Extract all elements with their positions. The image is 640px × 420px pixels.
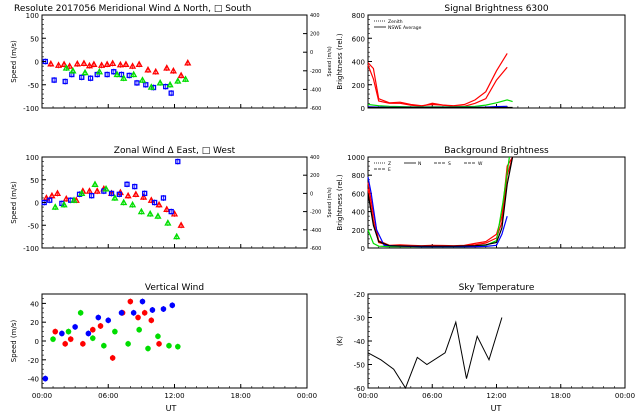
y-tick-label: -50 — [354, 362, 365, 370]
y-tick-label: -100 — [23, 105, 39, 113]
series-line-black — [367, 156, 514, 247]
plot-frame — [41, 14, 308, 109]
chart-title: Signal Brightness 6300 — [444, 4, 548, 14]
y2-tick-label: -600 — [310, 246, 321, 252]
y2-tick-label: -600 — [310, 106, 321, 112]
y2-tick-label: 200 — [310, 32, 320, 38]
series-line-blue — [367, 176, 508, 248]
y-tick-label: -100 — [23, 245, 39, 253]
y-tick-label: -20 — [354, 291, 365, 299]
x-tick-label: 06:00 — [422, 392, 442, 400]
chart-title: Sky Temperature — [459, 283, 535, 293]
y-tick-label: -60 — [354, 385, 365, 393]
legend-label: E — [388, 167, 391, 173]
y-tick-label: 600 — [352, 190, 365, 198]
y-tick-label: 0 — [35, 200, 39, 208]
x-tick-label: 18:00 — [231, 392, 251, 400]
x-tick-label: 06:00 — [98, 392, 118, 400]
y-tick-label: -40 — [354, 338, 365, 346]
y-tick-label: 400 — [352, 209, 365, 217]
x-tick-label: 12:00 — [164, 392, 184, 400]
panel-signal-brightness: Signal Brightness 6300 Brightness (rel.) 0… — [336, 4, 626, 113]
y2-tick-label: -200 — [310, 210, 321, 216]
y-tick-label: 100 — [26, 154, 39, 162]
y-axis-label: Brightness (rel.) — [336, 174, 344, 230]
y-tick-label: 0 — [361, 245, 365, 253]
y2-tick-label: 200 — [310, 173, 320, 179]
y2-tick-label: 0 — [310, 191, 313, 197]
y-tick-label: 400 — [352, 59, 365, 67]
panel-meridional-wind: Resolute 2017056 Meridional Wind Δ North… — [10, 4, 333, 113]
legend-label: Zenith — [388, 19, 403, 25]
y-tick-label: 50 — [30, 177, 39, 185]
y-tick-label: 20 — [30, 319, 39, 327]
chart-title: Background Brightness — [444, 146, 549, 156]
x-tick-label: 00:00 — [297, 392, 317, 400]
legend-label: W — [478, 161, 483, 167]
y-tick-label: 50 — [30, 35, 39, 43]
y-axis-label: Brightness (rel.) — [336, 33, 344, 89]
y-tick-label: -20 — [28, 357, 39, 365]
x-axis-label-right: UT — [491, 404, 502, 413]
x-tick-label: 00:00 — [615, 392, 635, 400]
y2-tick-label: -400 — [310, 228, 321, 234]
plot-frame — [367, 293, 626, 389]
y-tick-label: -50 — [28, 222, 39, 230]
y-axis-label: Speed (m/s) — [10, 181, 18, 224]
y-tick-label: 200 — [352, 82, 365, 90]
x-tick-label: 12:00 — [486, 392, 506, 400]
panel-zonal-wind: Zonal Wind Δ East, □ West Speed (m/s) -100… — [10, 146, 333, 253]
y-tick-label: 600 — [352, 35, 365, 43]
y2-tick-label: -200 — [310, 69, 321, 75]
legend-label: Z — [388, 161, 391, 167]
y2-tick-label: 0 — [310, 50, 313, 56]
y-tick-label: 0 — [35, 59, 39, 67]
y2-tick-label: 400 — [310, 13, 320, 19]
y2-tick-label: 400 — [310, 155, 320, 161]
y-tick-label: 1000 — [347, 154, 365, 162]
y-axis-label: Speed (m/s) — [10, 40, 18, 83]
plot-frame — [41, 293, 308, 389]
y-tick-label: 40 — [30, 300, 39, 308]
y-tick-label: 800 — [352, 12, 365, 20]
y-tick-label: -50 — [28, 82, 39, 90]
x-tick-label: 00:00 — [32, 392, 52, 400]
y-tick-label: 0 — [361, 105, 365, 113]
chart-title: Zonal Wind Δ East, □ West — [114, 146, 236, 156]
y-tick-label: 0 — [35, 338, 39, 346]
series-line-red — [367, 64, 508, 107]
legend-label: NSWE Average — [388, 25, 422, 31]
y-axis-label: Speed (m/s) — [10, 320, 18, 363]
y-tick-label: 100 — [26, 12, 39, 20]
panel-vertical-wind: Vertical Wind Speed (m/s) -40 -20 0 20 40 00:00… — [10, 283, 317, 400]
plot-frame — [41, 156, 308, 249]
panel-background-brightness: Background Brightness Brightness (rel.) 0 2… — [336, 146, 626, 253]
x-tick-label: 18:00 — [551, 392, 571, 400]
x-axis-label-left: UT — [166, 404, 177, 413]
y2-axis-label: Speed (m/s) — [327, 187, 333, 217]
y2-tick-label: -400 — [310, 87, 321, 93]
y-tick-label: 800 — [352, 172, 365, 180]
series-line-red — [367, 53, 508, 107]
y-tick-label: -30 — [354, 315, 365, 323]
x-tick-label: 00:00 — [358, 392, 378, 400]
legend-label: S — [448, 161, 451, 167]
legend-label: N — [418, 161, 421, 167]
chart-title: Resolute 2017056 Meridional Wind Δ North… — [14, 4, 251, 14]
panel-sky-temperature: Sky Temperature (K) -60 -50 -40 -30 -20 00:00 06… — [336, 283, 635, 400]
y2-axis-label: Speed (m/s) — [327, 46, 333, 76]
y-axis-label: (K) — [336, 336, 344, 346]
y-tick-label: 200 — [352, 227, 365, 235]
chart-title: Vertical Wind — [145, 283, 204, 293]
series-line-black — [367, 317, 503, 390]
y-tick-label: -40 — [28, 376, 39, 384]
